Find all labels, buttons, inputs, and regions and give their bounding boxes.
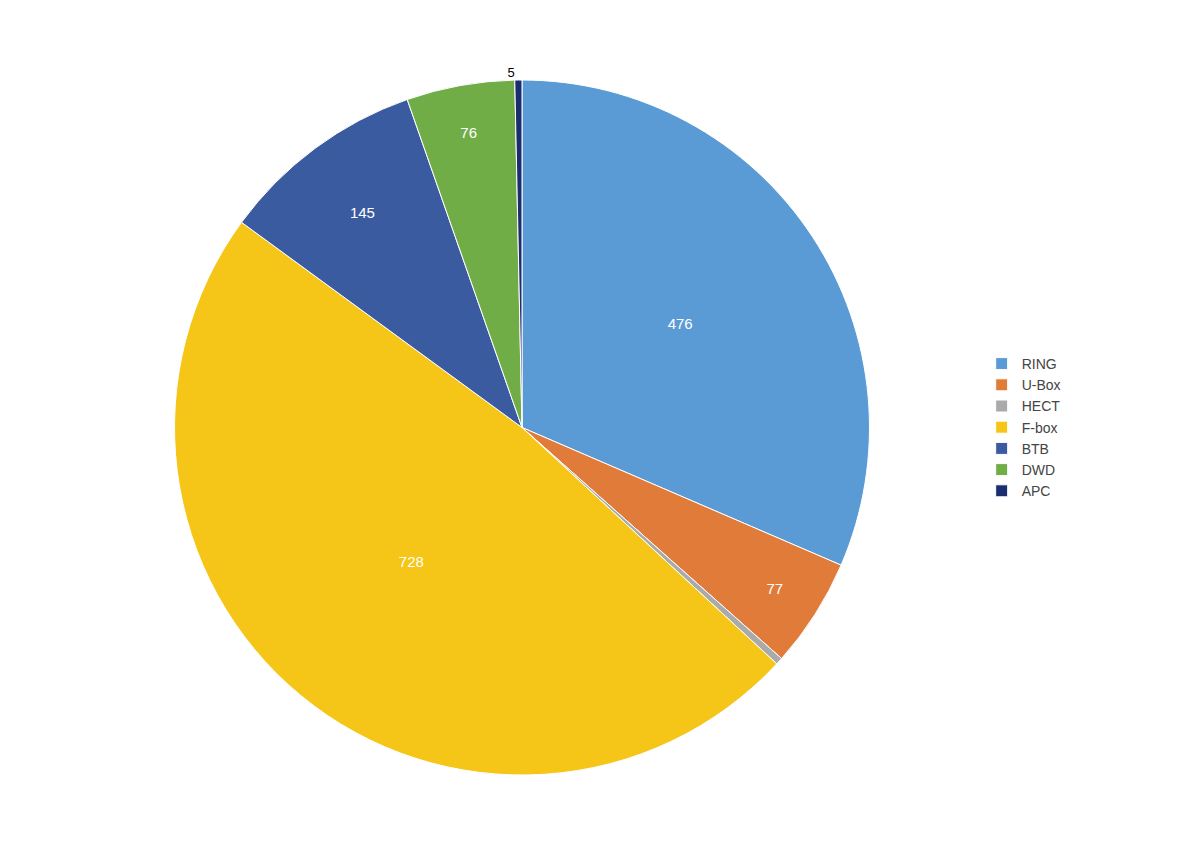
svg-text:F-box: F-box: [1022, 420, 1058, 436]
svg-text:728: 728: [399, 553, 424, 570]
svg-text:APC: APC: [1022, 483, 1051, 499]
svg-text:145: 145: [350, 204, 375, 221]
svg-text:5: 5: [507, 65, 514, 80]
svg-text:RING: RING: [1022, 356, 1057, 372]
svg-text:77: 77: [766, 580, 783, 597]
svg-text:BTB: BTB: [1022, 441, 1049, 457]
svg-text:U-Box: U-Box: [1022, 377, 1061, 393]
svg-text:DWD: DWD: [1022, 462, 1055, 478]
svg-text:HECT: HECT: [1022, 398, 1061, 414]
svg-text:476: 476: [668, 315, 693, 332]
svg-text:76: 76: [460, 124, 477, 141]
